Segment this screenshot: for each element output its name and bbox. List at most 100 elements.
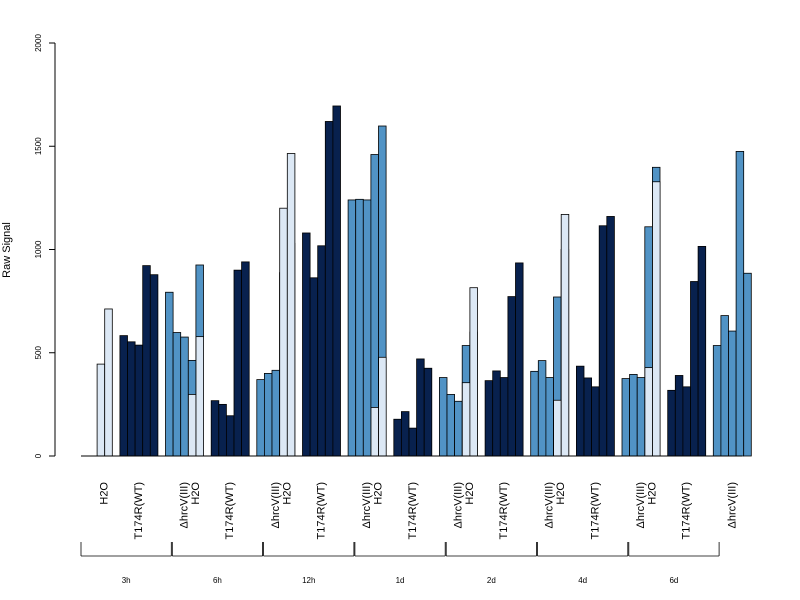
treatment-label: T174R(WT) bbox=[224, 482, 236, 539]
bar-1d-ΔhrcV(III)-3 bbox=[454, 400, 463, 457]
treatment-label: H2O bbox=[555, 482, 567, 505]
time-label: 3h bbox=[122, 576, 131, 585]
treatment-label: ΔhrcV(III) bbox=[361, 482, 373, 528]
bar-3h-T174R(WT)-2 bbox=[127, 341, 136, 457]
treatment-label: H2O bbox=[647, 482, 659, 505]
bar-1d-T174R(WT)-1 bbox=[393, 418, 402, 457]
bar-6d-ΔhrcV(III)-5 bbox=[743, 272, 752, 457]
treatment-label: T174R(WT) bbox=[498, 482, 510, 539]
treatment-label: ΔhrcV(III) bbox=[179, 482, 191, 528]
bar-2d-T174R(WT)-4 bbox=[507, 296, 516, 457]
bar-12h-H2O-1 bbox=[279, 207, 288, 457]
bar-6d-ΔhrcV(III)-4 bbox=[735, 151, 745, 457]
treatment-label: ΔhrcV(III) bbox=[635, 482, 647, 528]
bar-4d-T174R(WT)-1 bbox=[576, 365, 585, 457]
bar-6d-H2O-1 bbox=[644, 367, 653, 457]
bar-1d-T174R(WT)-2 bbox=[400, 411, 410, 457]
bar-4d-T174R(WT)-3 bbox=[591, 386, 600, 457]
time-label: 6d bbox=[669, 576, 678, 585]
bar-3h-H2O-2 bbox=[104, 308, 113, 457]
bar-3h-T174R(WT)-4 bbox=[142, 265, 151, 457]
bar-4d-ΔhrcV(III)-2 bbox=[629, 374, 638, 457]
treatment-label: H2O bbox=[373, 482, 385, 505]
bar-6d-T174R(WT)-4 bbox=[690, 281, 699, 457]
bar-6d-H2O-2 bbox=[652, 181, 661, 457]
bar-2d-ΔhrcV(III)-1 bbox=[530, 370, 539, 457]
bar-6d-T174R(WT)-5 bbox=[697, 245, 707, 457]
bar-2d-H2O-1 bbox=[461, 382, 471, 457]
bar-12h-T174R(WT)-3 bbox=[317, 245, 326, 457]
bar-12h-T174R(WT)-5 bbox=[332, 105, 341, 457]
bar-6h-T174R(WT)-1 bbox=[210, 400, 220, 457]
bar-1d-H2O-1 bbox=[370, 407, 379, 457]
bar-2d-T174R(WT)-1 bbox=[484, 380, 494, 457]
bar-6h-ΔhrcV(III)-3 bbox=[271, 369, 280, 457]
bar-6d-ΔhrcV(III)-2 bbox=[720, 315, 729, 457]
bar-6d-T174R(WT)-1 bbox=[667, 389, 676, 457]
bar-6d-ΔhrcV(III)-3 bbox=[728, 330, 737, 457]
time-group-brackets: 3h 6h 12h 1d 2d 4d 6d bbox=[80, 542, 720, 585]
bar-4d-T174R(WT)-4 bbox=[598, 225, 608, 457]
bar-4d-ΔhrcV(III)-3 bbox=[636, 377, 646, 457]
treatment-label: H2O bbox=[464, 482, 476, 505]
treatment-label: T174R(WT) bbox=[681, 482, 693, 539]
bar-6h-H2O-1 bbox=[187, 394, 197, 457]
bar-4d-ΔhrcV(III)-1 bbox=[621, 378, 630, 457]
bar-6h-T174R(WT)-5 bbox=[241, 261, 250, 457]
bar-12h-ΔhrcV(III)-2 bbox=[355, 198, 364, 457]
bar-2d-ΔhrcV(III)-2 bbox=[537, 360, 547, 457]
bar-12h-T174R(WT)-4 bbox=[324, 121, 334, 457]
bar-6h-ΔhrcV(III)-1 bbox=[256, 379, 265, 457]
treatment-label: H2O bbox=[99, 482, 111, 505]
bar-3h-H2O-1 bbox=[96, 363, 106, 457]
time-label: 2d bbox=[487, 576, 496, 585]
treatment-label: ΔhrcV(III) bbox=[270, 482, 282, 528]
bar-1d-T174R(WT)-3 bbox=[408, 427, 417, 457]
bar-1d-ΔhrcV(III)-1 bbox=[438, 377, 448, 457]
bar-6h-H2O-2 bbox=[195, 336, 204, 457]
x-axis-labels: H2O T174R(WT) ΔhrcV(III) H2O T174R(WT) ΔhrcV(… bbox=[99, 482, 739, 540]
bar-6h-ΔhrcV(III)-2 bbox=[263, 372, 273, 457]
treatment-label: ΔhrcV(III) bbox=[726, 482, 738, 528]
bar-3h-T174R(WT)-1 bbox=[119, 335, 128, 457]
bar-6d-T174R(WT)-3 bbox=[682, 386, 691, 457]
treatment-label: T174R(WT) bbox=[407, 482, 419, 539]
treatment-label: ΔhrcV(III) bbox=[452, 482, 464, 528]
bar-3h-T174R(WT)-5 bbox=[149, 274, 159, 457]
bar-2d-T174R(WT)-5 bbox=[515, 262, 524, 457]
bar-6h-T174R(WT)-4 bbox=[233, 269, 242, 457]
time-label: 6h bbox=[213, 576, 222, 585]
bar-6d-T174R(WT)-2 bbox=[674, 375, 684, 457]
bar-2d-T174R(WT)-3 bbox=[499, 377, 509, 457]
bar-6h-T174R(WT)-2 bbox=[218, 403, 227, 457]
bar-1d-T174R(WT)-4 bbox=[416, 358, 425, 457]
y-tick-label: 0 bbox=[34, 453, 43, 458]
bar-4d-T174R(WT)-5 bbox=[606, 216, 615, 457]
y-tick-label: 2000 bbox=[34, 34, 43, 52]
bar-2d-ΔhrcV(III)-3 bbox=[545, 377, 554, 457]
y-tick-label: 500 bbox=[34, 346, 43, 360]
bar-3h-ΔhrcV(III)-1 bbox=[165, 291, 174, 457]
bar-12h-T174R(WT)-1 bbox=[302, 232, 311, 457]
y-tick-label: 1000 bbox=[34, 240, 43, 258]
time-label: 12h bbox=[302, 576, 315, 585]
bars bbox=[96, 105, 752, 457]
treatment-label: H2O bbox=[281, 482, 293, 505]
bar-12h-ΔhrcV(III)-1 bbox=[347, 199, 357, 457]
bar-4d-H2O-1 bbox=[553, 399, 562, 457]
y-tick-label: 1500 bbox=[34, 137, 43, 155]
bar-6d-ΔhrcV(III)-1 bbox=[712, 345, 722, 457]
time-label: 4d bbox=[578, 576, 587, 585]
treatment-label: H2O bbox=[190, 482, 202, 505]
bar-1d-T174R(WT)-5 bbox=[423, 367, 433, 457]
treatment-label: T174R(WT) bbox=[589, 482, 601, 539]
time-label: 1d bbox=[396, 576, 405, 585]
treatment-label: T174R(WT) bbox=[316, 482, 328, 539]
bar-3h-ΔhrcV(III)-2 bbox=[172, 332, 182, 457]
y-axis: 0 500 1000 1500 2000 bbox=[34, 34, 56, 458]
bar-1d-H2O-2 bbox=[378, 356, 387, 457]
y-axis-label: Raw Signal bbox=[1, 222, 13, 278]
bar-6h-T174R(WT)-3 bbox=[225, 415, 235, 457]
bar-3h-ΔhrcV(III)-3 bbox=[180, 336, 189, 457]
